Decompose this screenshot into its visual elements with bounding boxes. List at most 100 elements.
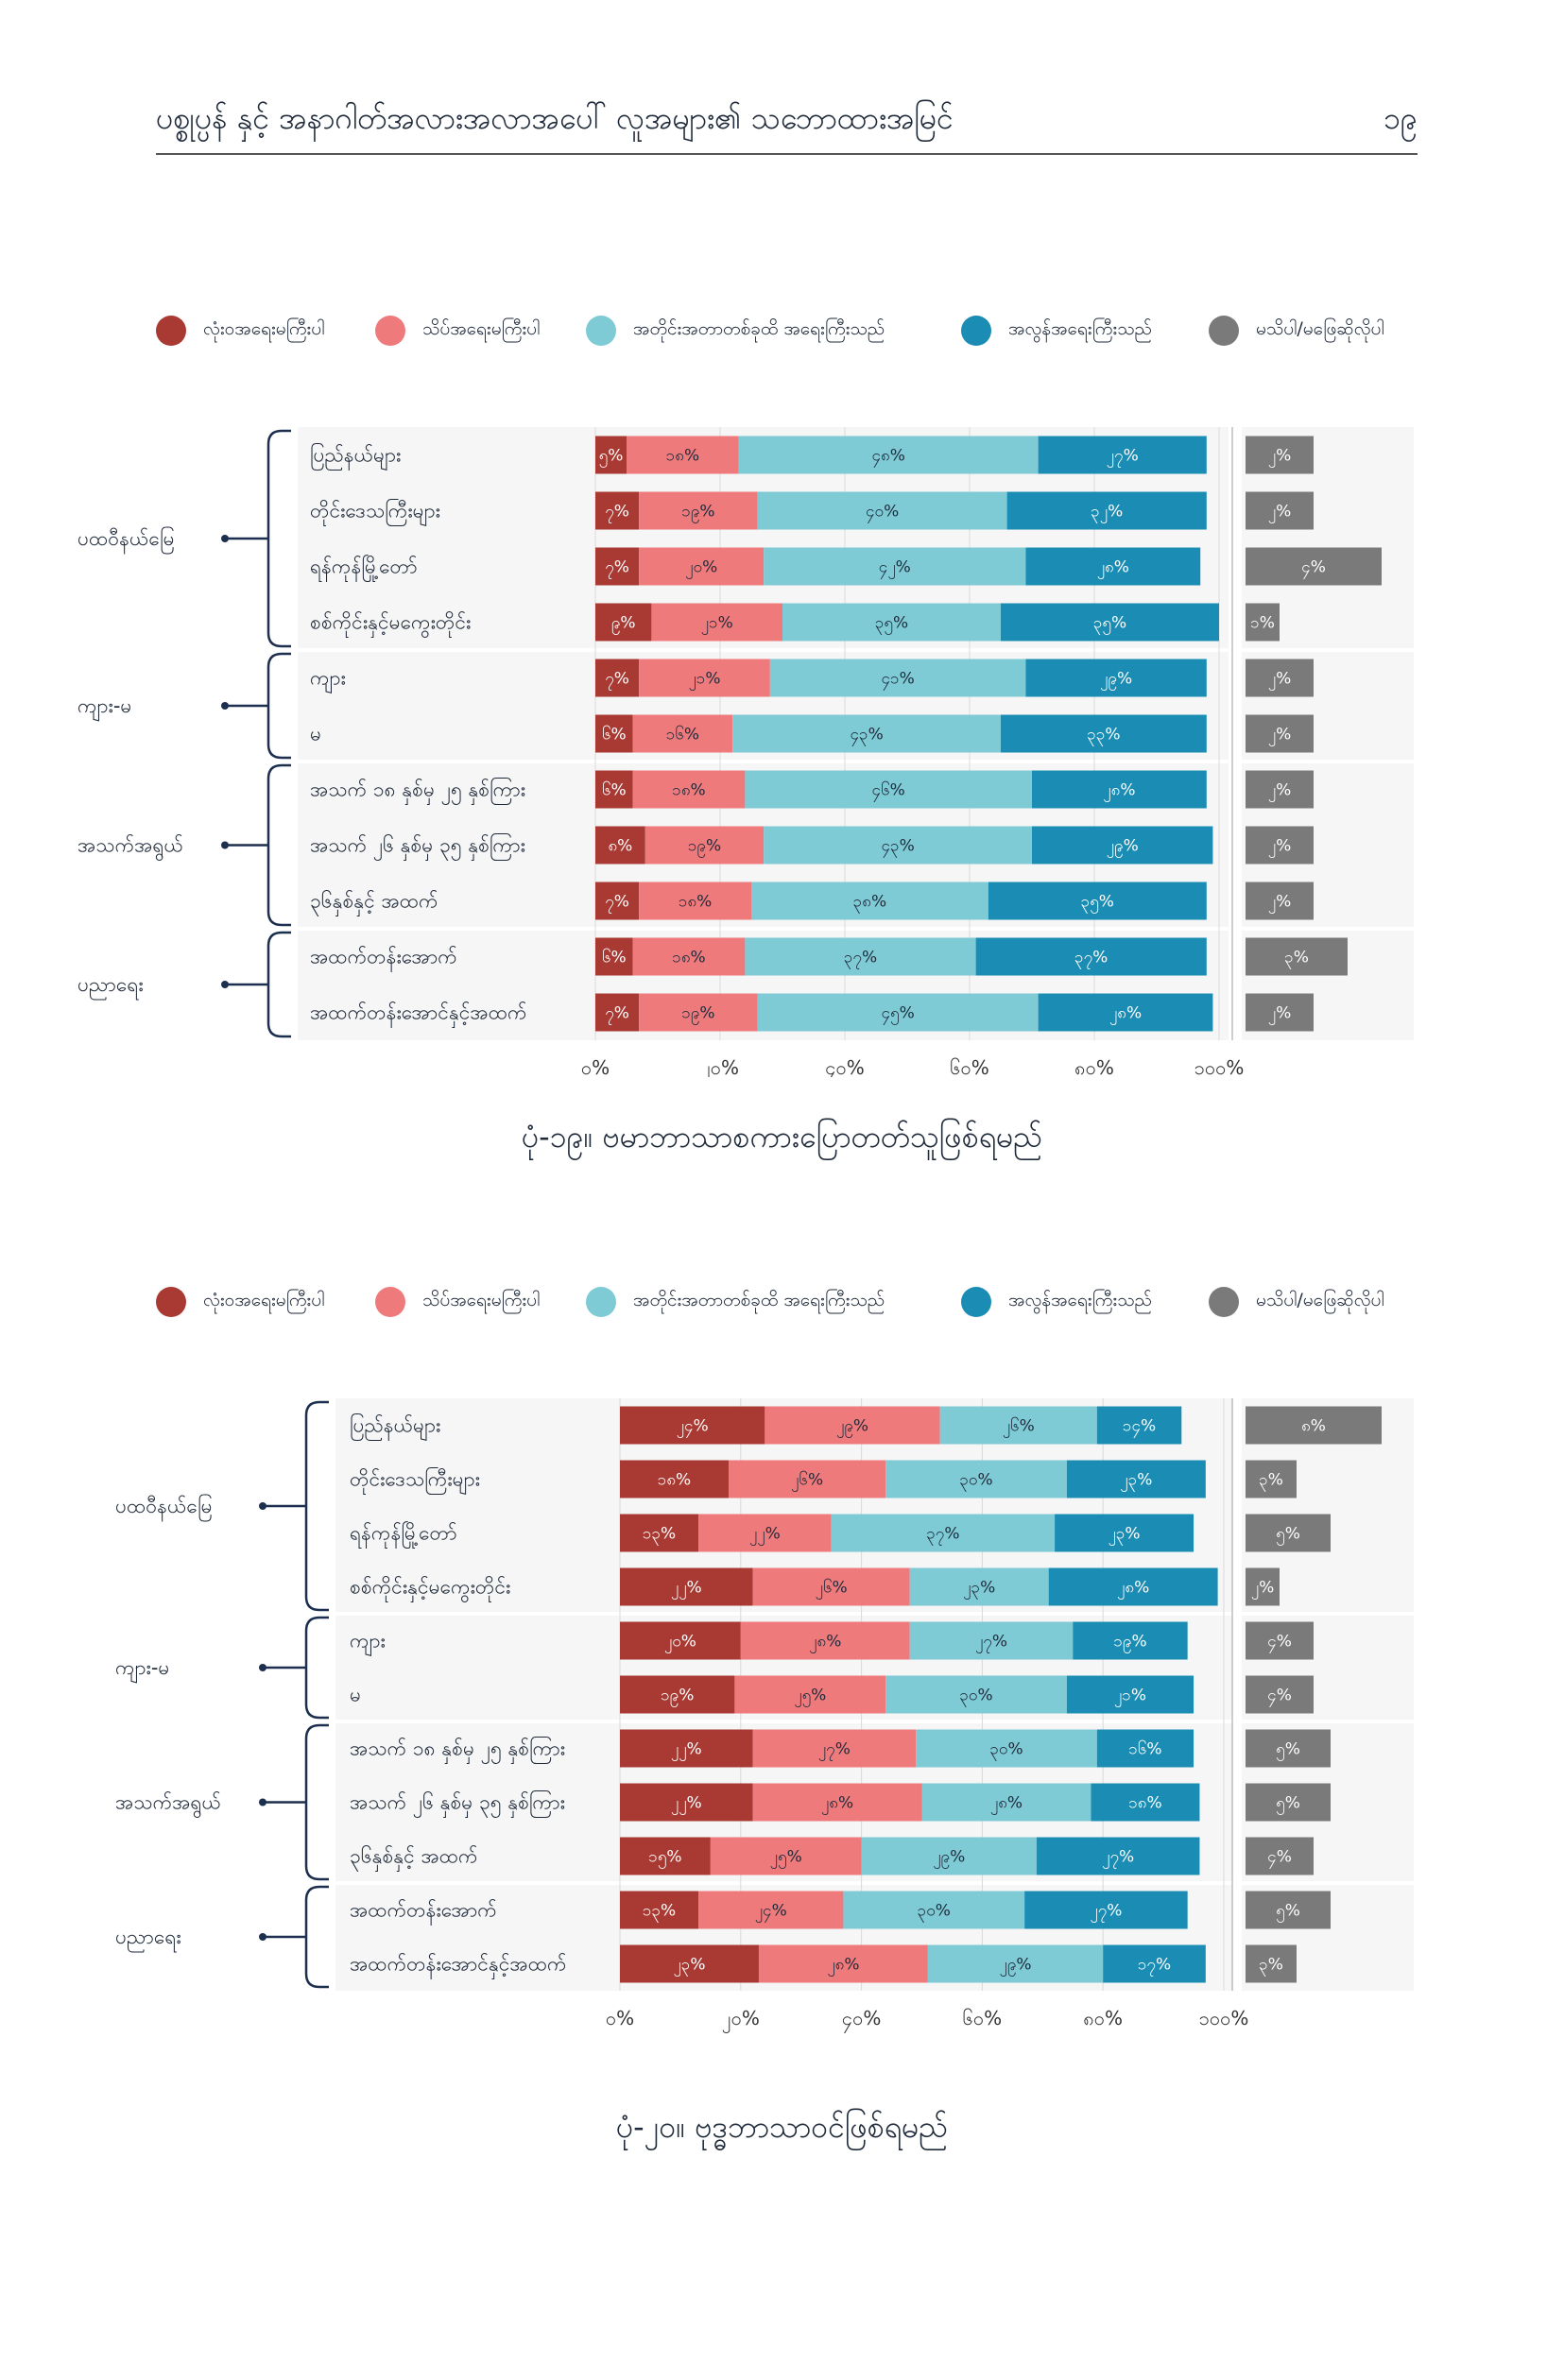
x-tick-label: ၁၀၀% bbox=[1199, 2007, 1249, 2029]
bar-segment bbox=[627, 436, 739, 474]
bar-segment bbox=[752, 1567, 910, 1606]
bar-segment bbox=[620, 1729, 753, 1768]
legend-item: အလွန်အရေးကြီးသည် bbox=[961, 1281, 1152, 1323]
unknown-label: ၄% bbox=[1267, 1687, 1292, 1708]
unknown-bar bbox=[1246, 714, 1314, 753]
bar-segment bbox=[645, 826, 765, 865]
category-label: မ bbox=[310, 723, 321, 745]
unknown-label: ၂% bbox=[1268, 726, 1292, 747]
bar-segment bbox=[620, 1406, 765, 1445]
data-label: ၇% bbox=[605, 558, 629, 580]
bar-segment bbox=[843, 1891, 1025, 1929]
data-label: ၇% bbox=[605, 1004, 629, 1026]
data-label: ၃၇% bbox=[926, 1525, 959, 1547]
bar-segment bbox=[909, 1621, 1074, 1660]
bar-segment bbox=[1032, 826, 1213, 865]
x-tick-label: ၂၀% bbox=[722, 2007, 760, 2033]
data-label: ၁၇% bbox=[1138, 1956, 1171, 1978]
x-tick-label: ၂၀% bbox=[701, 1056, 739, 1077]
page-number: ၁၉ bbox=[1384, 100, 1418, 136]
data-label: ၂၇% bbox=[1090, 1902, 1122, 1924]
data-label: ၈% bbox=[608, 837, 632, 856]
group-label: ကျား-မ bbox=[77, 694, 131, 722]
data-label: ၂၈% bbox=[1117, 1579, 1149, 1601]
unknown-label: ၂% bbox=[1268, 1004, 1292, 1026]
data-label: ၃၀% bbox=[959, 1687, 992, 1708]
unknown-label: ၂% bbox=[1268, 837, 1292, 859]
group-bracket bbox=[304, 1885, 329, 1989]
legend-swatch bbox=[1209, 1287, 1239, 1317]
unknown-bar bbox=[1246, 1944, 1297, 1983]
data-label: ၂၈% bbox=[1097, 558, 1129, 580]
group-separator bbox=[335, 1720, 1418, 1723]
data-label: ၃၂% bbox=[1091, 503, 1123, 524]
bar-segment bbox=[639, 882, 751, 920]
legend-item: မသိပါ/မဖြေဆိုလိုပါ bbox=[1209, 310, 1384, 351]
data-label: ၁၈% bbox=[672, 949, 705, 967]
data-label: ၄၈% bbox=[871, 447, 904, 469]
group-bracket bbox=[304, 1723, 329, 1881]
data-label: ၂၂% bbox=[749, 1525, 781, 1547]
data-label: ၁၅% bbox=[648, 1848, 681, 1870]
bar-segment bbox=[1025, 659, 1207, 697]
bar-segment bbox=[1006, 491, 1207, 530]
bar-segment bbox=[939, 1406, 1097, 1445]
legend-swatch bbox=[156, 1287, 186, 1317]
unknown-label: ၂% bbox=[1251, 1579, 1275, 1601]
bar-segment bbox=[738, 436, 1039, 474]
group-separator bbox=[298, 648, 1418, 652]
data-label: ၁၉% bbox=[1113, 1633, 1146, 1654]
bar-segment bbox=[782, 603, 1001, 642]
bar-segment bbox=[632, 714, 733, 753]
page-header: ပစ္စုပ္ပန် နှင့် အနာဂါတ်အလားအလာအပေါ် လူအ… bbox=[156, 91, 1418, 157]
unknown-bar bbox=[1246, 491, 1314, 530]
bar-segment bbox=[595, 436, 627, 474]
bar-segment bbox=[1066, 1675, 1194, 1714]
bar-segment bbox=[757, 993, 1039, 1032]
group-separator bbox=[335, 1612, 1418, 1616]
legend-item: လုံးဝအရေးမကြီးပါ bbox=[156, 310, 324, 351]
x-tick-label: ၀% bbox=[581, 1056, 610, 1077]
bar-segment bbox=[710, 1837, 862, 1875]
data-label: ၁၈% bbox=[658, 1471, 691, 1490]
data-label: ၄၀% bbox=[866, 503, 899, 524]
unknown-label: ၄% bbox=[1267, 1633, 1292, 1654]
group-separator bbox=[298, 927, 1418, 931]
data-label: ၂၀% bbox=[685, 558, 717, 580]
legend-swatch bbox=[375, 1287, 405, 1317]
bar-segment bbox=[595, 937, 633, 976]
bar-segment bbox=[752, 1783, 922, 1822]
data-label: ၂၁% bbox=[701, 614, 733, 636]
unknown-bar bbox=[1246, 547, 1382, 586]
unknown-label: ၂% bbox=[1268, 670, 1292, 692]
unknown-label: ၅% bbox=[1276, 1902, 1300, 1924]
data-label: ၂၄% bbox=[755, 1902, 787, 1924]
category-label: မ bbox=[350, 1684, 361, 1706]
bar-segment bbox=[734, 1675, 886, 1714]
data-label: ၁၈% bbox=[666, 447, 699, 466]
bar-segment bbox=[927, 1944, 1104, 1983]
data-label: ၁၉% bbox=[681, 1004, 714, 1026]
data-label: ၂၁% bbox=[688, 670, 720, 692]
x-tick-label: ၆၀% bbox=[963, 2007, 1003, 2029]
bar-segment bbox=[758, 1944, 928, 1983]
bar-segment bbox=[885, 1460, 1067, 1498]
unknown-bar bbox=[1246, 1567, 1280, 1606]
data-label: ၁၈% bbox=[679, 893, 712, 912]
category-label: ရန်ကုန်မြို့တော် bbox=[350, 1520, 457, 1550]
data-label: ၂၅% bbox=[794, 1687, 826, 1708]
bar-segment bbox=[595, 770, 633, 809]
legend-item: မသိပါ/မဖြေဆိုလိုပါ bbox=[1209, 1281, 1384, 1323]
unknown-bar bbox=[1246, 770, 1314, 809]
data-label: ၂၆% bbox=[791, 1470, 823, 1493]
legend-label: လုံးဝအရေးမကြီးပါ bbox=[203, 1290, 325, 1310]
legend-label: အလွန်အရေးကြီးသည် bbox=[1008, 318, 1152, 339]
figure-caption: ပုံ-၂၀။ ဗုဒ္ဓဘာသာဝင်ဖြစ်ရမည် bbox=[615, 2109, 949, 2145]
bar-segment bbox=[639, 547, 765, 586]
data-label: ၃၀% bbox=[959, 1471, 992, 1493]
bar-segment bbox=[595, 993, 640, 1032]
unknown-bar bbox=[1246, 1621, 1314, 1660]
legend-label: အတိုင်းအတာတစ်ခုထိ အရေးကြီးသည် bbox=[633, 1290, 885, 1310]
group-bracket bbox=[304, 1400, 329, 1612]
legend-swatch bbox=[375, 316, 405, 346]
